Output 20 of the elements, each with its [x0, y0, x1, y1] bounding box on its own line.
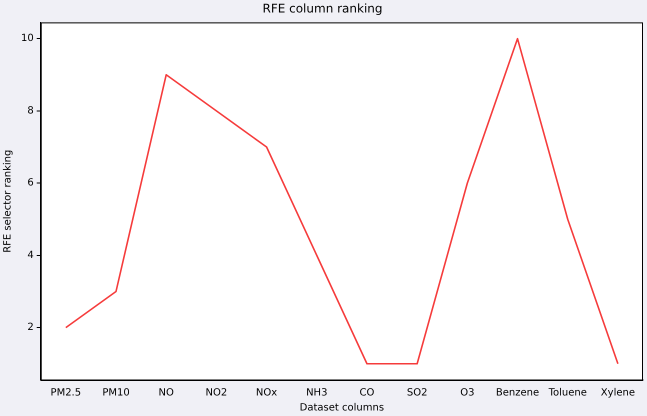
x-tick-label: NH3: [306, 388, 328, 399]
y-tick-label: 10: [20, 33, 34, 44]
y-tick-label: 8: [27, 105, 34, 116]
x-axis-title: Dataset columns: [300, 402, 384, 414]
x-tick-label: NOx: [256, 388, 278, 399]
x-tick-label: Toluene: [548, 388, 587, 399]
chart-title: RFE column ranking: [262, 1, 383, 16]
x-tick-label: PM10: [102, 388, 130, 399]
y-tick-label: 4: [27, 250, 34, 261]
x-tick-label: O3: [460, 388, 474, 399]
x-tick-label: NO2: [206, 388, 228, 399]
y-tick-label: 6: [27, 178, 34, 189]
x-tick-label: NO: [158, 388, 174, 399]
y-tick-label: 2: [27, 322, 34, 334]
y-axis-title: RFE selector ranking: [2, 150, 14, 253]
x-tick-label: Xylene: [600, 388, 636, 399]
x-tick-label: CO: [360, 388, 375, 399]
x-tick-label: Benzene: [496, 388, 540, 399]
x-tick-label: SO2: [406, 388, 428, 399]
x-tick-label: PM2.5: [50, 388, 82, 399]
